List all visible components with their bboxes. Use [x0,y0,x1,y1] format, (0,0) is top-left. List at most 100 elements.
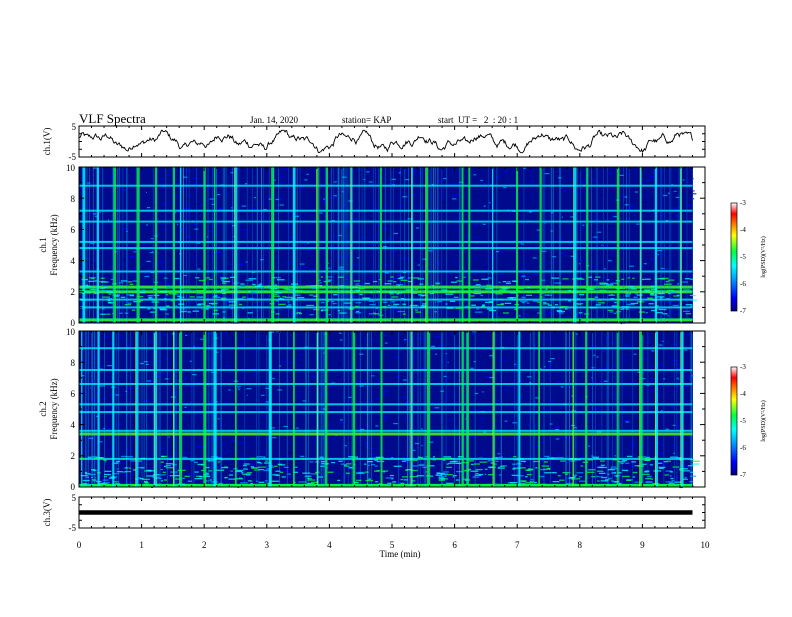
spectrogram-lowband-texture [258,287,265,289]
spectrogram-speckle [678,365,681,367]
spectrogram-lowband-texture [243,463,250,465]
spectrogram-speckle [201,236,205,238]
spectrogram-lowband-texture [387,280,393,282]
spectrogram-speckle [544,222,546,224]
spectrogram-lowband-texture [273,465,278,467]
spectrogram-speckle [383,390,389,393]
spectrogram-speckle [591,455,594,457]
spectrogram-speckle [417,337,420,339]
spectrogram-speckle [500,251,505,253]
spectrogram-lowband-texture [144,480,148,483]
spectrogram-speckle [480,179,483,182]
spectrogram-speckle [372,417,375,420]
spectrogram-speckle [232,379,235,381]
spectrogram-burst [617,331,619,487]
spectrogram-speckle [563,189,567,191]
spectrogram-speckle [498,205,500,207]
spectrogram-lowband-texture [320,310,324,312]
spectrogram-speckle [489,376,494,379]
spectrogram-speckle [688,273,694,275]
ch1-waveform-line [78,129,693,154]
spectrogram-lowband-texture [551,472,557,474]
spectrogram-lowband-texture [275,292,282,294]
spectrogram-speckle [541,351,545,353]
ch1-cbar-tick-m7: -7 [740,307,746,315]
spectrogram-speckle [328,314,331,316]
spectrogram-speckle [378,355,382,357]
spectrogram-speckle [524,225,526,227]
spectrogram-lowband-texture [614,301,617,304]
spectrogram-lowband-texture [304,475,308,478]
spectrogram-speckle [323,198,326,200]
spectrogram-speckle [243,235,246,237]
spectrogram-speckle [582,378,586,380]
spectrogram-speckle [322,200,327,202]
spectrogram-speckle [372,453,376,456]
spectrogram-speckle [322,460,325,462]
spectrogram-lowband-texture [414,309,418,311]
spectrogram-lowband-texture [537,312,541,314]
spectrogram-speckle [386,450,390,452]
spectrogram-speckle [563,321,566,323]
spectrogram-speckle [428,441,434,443]
spectrogram-lowband-texture [356,289,360,292]
spectrogram-speckle [294,215,299,217]
spectrogram-lowband-texture [227,290,233,293]
spectrogram-speckle [289,236,293,238]
spectrogram-speckle [151,196,154,198]
spectrogram-lowband-texture [689,294,696,297]
spectrogram-speckle [211,203,215,205]
spectrogram-lowband-texture [631,461,636,463]
spectrogram-lowband-texture [608,294,615,296]
spectrogram-lowband-texture [211,303,215,305]
spectrogram-burst [154,167,157,323]
spectrogram-speckle [452,170,454,172]
spectrogram-lowband-texture [402,303,407,305]
spectrogram-lowband-texture [365,479,374,482]
spectrogram-speckle [413,169,416,171]
spectrogram-speckle [99,167,103,169]
spectrogram-speckle [146,191,147,193]
spectrogram-speckle [483,381,485,384]
spectrogram-speckle [384,205,388,207]
spectrogram-speckle [84,450,88,452]
spectrogram-lowband-texture [503,312,509,314]
spectrogram-speckle [688,436,692,438]
spectrogram-speckle [621,218,623,220]
spectrogram-speckle [526,275,531,278]
spectrogram-lowband-texture [368,457,373,459]
spectrogram-burst [293,331,295,487]
spectrogram-lowband-texture [308,478,313,480]
spectrogram-speckle [541,250,547,252]
spectrogram-speckle [391,321,396,323]
spectrogram-speckle [641,182,644,184]
spectrogram-speckle [355,209,359,211]
spectrogram-speckle [543,311,546,313]
spectrogram-speckle [435,262,441,264]
spectrogram-lowband-texture [87,456,93,458]
spectrogram-speckle [297,469,301,471]
spectrogram-lowband-texture [373,280,378,283]
spectrogram-speckle [573,446,578,448]
spectrogram-lowband-texture [634,481,639,483]
spectrogram-lowband-texture [585,287,593,289]
spectrogram-speckle [667,301,673,303]
spectrogram-lowband-texture [527,287,531,289]
spectrogram-lowband-texture [642,473,650,476]
spectrogram-lowband-texture [338,276,344,278]
spectrogram-lowband-texture [287,473,291,475]
spectrogram-speckle [470,435,474,438]
spectrogram-speckle [486,229,491,231]
spectrogram-speckle [629,382,632,384]
spectrogram-speckle [602,384,608,386]
spectrogram-speckle [225,193,228,195]
spectrogram-speckle [87,236,90,238]
spectrogram-speckle [686,181,691,183]
ch1-freq-tick-4: 4 [71,256,76,266]
spectrogram-burst [350,167,353,323]
spectrogram-speckle [692,190,695,192]
spectrogram-lowband-texture [245,279,253,281]
spectrogram-lowband-texture [476,308,480,310]
spectrogram-speckle [500,274,504,276]
spectrogram-lowband-texture [529,468,534,470]
